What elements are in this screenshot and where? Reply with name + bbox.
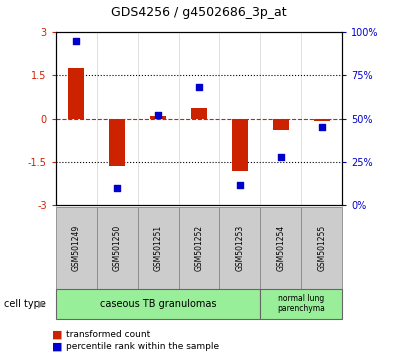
FancyBboxPatch shape xyxy=(56,207,97,289)
Text: GSM501252: GSM501252 xyxy=(195,225,203,271)
Bar xyxy=(273,119,289,130)
FancyBboxPatch shape xyxy=(56,289,260,319)
Point xyxy=(73,38,79,44)
Text: ■: ■ xyxy=(52,330,62,339)
Bar xyxy=(109,119,125,166)
Text: GDS4256 / g4502686_3p_at: GDS4256 / g4502686_3p_at xyxy=(111,6,287,19)
FancyBboxPatch shape xyxy=(301,207,342,289)
Point xyxy=(237,182,243,187)
Bar xyxy=(232,119,248,171)
Point xyxy=(196,85,202,90)
Point xyxy=(114,185,120,191)
Point xyxy=(319,125,325,130)
Text: ■: ■ xyxy=(52,341,62,351)
Text: caseous TB granulomas: caseous TB granulomas xyxy=(100,298,216,309)
Bar xyxy=(191,108,207,119)
Text: GSM501254: GSM501254 xyxy=(276,225,285,271)
Text: normal lung
parenchyma: normal lung parenchyma xyxy=(277,294,325,313)
FancyBboxPatch shape xyxy=(260,207,301,289)
FancyBboxPatch shape xyxy=(138,207,179,289)
FancyBboxPatch shape xyxy=(219,207,260,289)
Point xyxy=(155,112,161,118)
Bar xyxy=(314,119,330,121)
Text: transformed count: transformed count xyxy=(66,330,150,339)
Text: percentile rank within the sample: percentile rank within the sample xyxy=(66,342,219,351)
Point xyxy=(278,154,284,160)
Text: GSM501255: GSM501255 xyxy=(317,225,326,271)
Text: GSM501249: GSM501249 xyxy=(72,225,81,271)
Bar xyxy=(68,68,84,119)
Text: GSM501250: GSM501250 xyxy=(113,225,122,271)
Bar xyxy=(150,116,166,119)
Text: cell type: cell type xyxy=(4,298,46,309)
Text: ▶: ▶ xyxy=(38,298,45,309)
Text: GSM501253: GSM501253 xyxy=(236,225,244,271)
FancyBboxPatch shape xyxy=(179,207,219,289)
Text: GSM501251: GSM501251 xyxy=(154,225,162,271)
FancyBboxPatch shape xyxy=(260,289,342,319)
FancyBboxPatch shape xyxy=(97,207,138,289)
